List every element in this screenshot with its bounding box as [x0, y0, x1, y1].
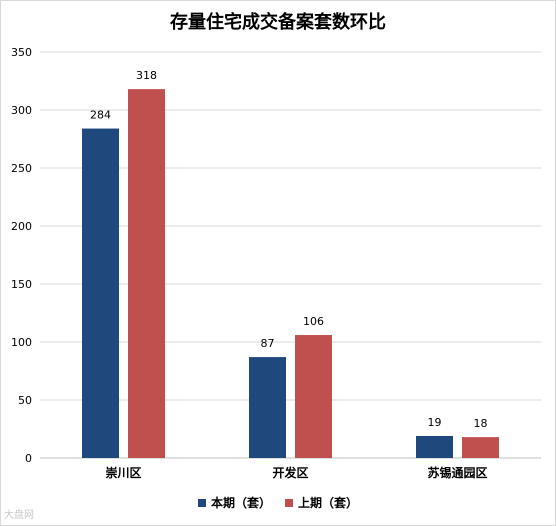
- y-tick-label: 200: [11, 220, 32, 233]
- data-label: 87: [261, 337, 275, 350]
- bar: [249, 357, 286, 458]
- bar: [462, 437, 499, 458]
- bar: [416, 435, 453, 458]
- y-tick-label: 50: [18, 394, 32, 407]
- legend-item-previous: 上期（套）: [285, 494, 358, 511]
- y-tick-label: 0: [25, 452, 32, 465]
- legend-label-previous: 上期（套）: [298, 496, 359, 510]
- y-tick-label: 300: [11, 104, 32, 117]
- legend-item-current: 本期（套）: [197, 494, 271, 511]
- data-label: 318: [136, 69, 157, 82]
- data-label: 106: [303, 315, 324, 328]
- legend: 本期（套） 上期（套）: [0, 494, 556, 511]
- bar: [82, 128, 119, 458]
- legend-swatch-current: [197, 498, 206, 507]
- x-tick-label: 开发区: [272, 465, 308, 480]
- y-tick-label: 150: [11, 278, 32, 291]
- chart-title: 存量住宅成交备案套数环比: [170, 12, 386, 33]
- bar: [128, 89, 165, 459]
- legend-label-current: 本期（套）: [210, 496, 271, 510]
- y-tick-label: 100: [11, 336, 32, 349]
- legend-swatch-previous: [285, 498, 293, 507]
- data-label: 18: [474, 417, 488, 430]
- x-tick-label: 崇川区: [105, 465, 141, 480]
- y-tick-label: 350: [11, 46, 32, 59]
- bar: [295, 335, 332, 458]
- data-label: 19: [428, 416, 442, 429]
- data-label: 284: [90, 109, 111, 122]
- x-tick-label: 苏锡通园区: [427, 465, 487, 480]
- y-tick-label: 250: [11, 162, 32, 175]
- watermark: 大盘网: [4, 510, 34, 521]
